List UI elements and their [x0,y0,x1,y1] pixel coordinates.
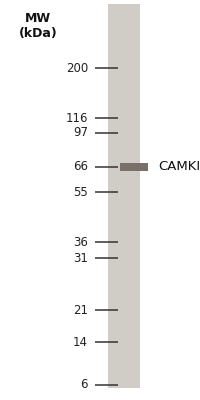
Text: MW: MW [25,12,51,24]
Text: 97: 97 [73,126,88,140]
Bar [120,163,148,171]
Text: 6: 6 [80,378,88,392]
Text: 116: 116 [66,112,88,124]
Text: 21: 21 [73,304,88,316]
Text: 31: 31 [73,252,88,264]
Text: 200: 200 [66,62,88,74]
Text: CAMKIIb: CAMKIIb [158,160,200,174]
Text: 14: 14 [73,336,88,348]
Text: 66: 66 [73,160,88,174]
Bar [108,4,140,388]
Text: (kDa): (kDa) [19,26,57,40]
Text: 36: 36 [73,236,88,248]
Text: 55: 55 [73,186,88,198]
